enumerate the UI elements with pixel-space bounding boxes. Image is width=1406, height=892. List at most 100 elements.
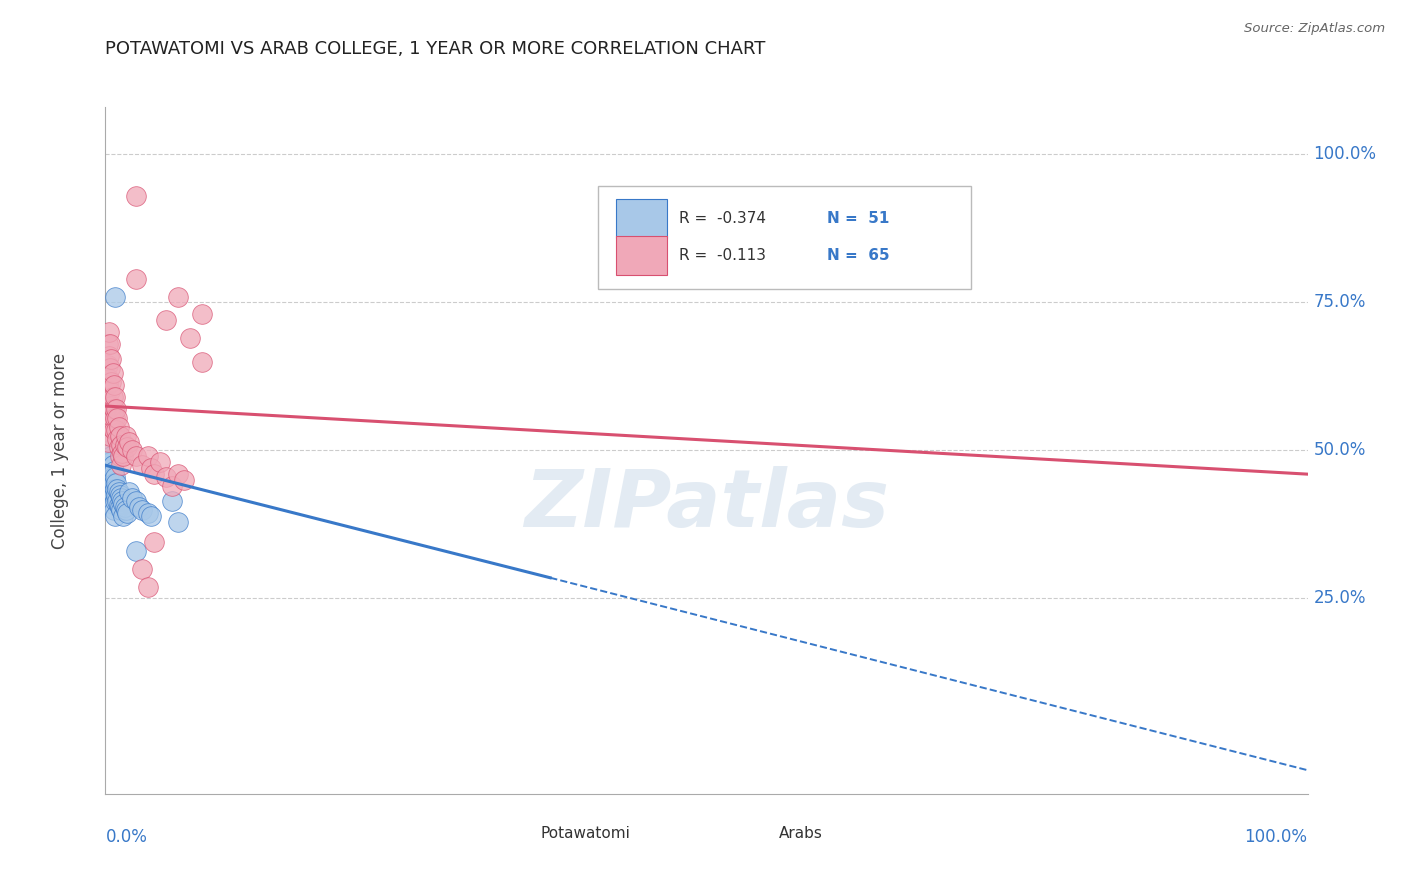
Point [97,358,120,372]
Point [100,351,122,366]
Point [101,497,124,511]
Point [131,458,153,473]
Point [110,502,132,516]
Point [98,337,121,351]
Point [115,502,138,516]
Text: 50.0%: 50.0% [1313,442,1367,459]
Point [98,482,121,496]
Point [97,461,120,475]
Point [173,473,195,487]
FancyBboxPatch shape [599,186,972,289]
Point [98,443,121,458]
Point [110,458,132,473]
Point [108,450,131,464]
Text: College, 1 year or more: College, 1 year or more [51,352,69,549]
Text: ZIPatlas: ZIPatlas [524,467,889,544]
Point [107,419,129,434]
FancyBboxPatch shape [616,199,666,237]
Text: 100.0%: 100.0% [1313,145,1376,163]
Point [104,470,127,484]
Point [101,410,124,425]
Point [112,497,135,511]
Point [179,331,201,345]
Point [107,482,129,496]
Point [160,493,183,508]
Point [112,508,135,523]
Point [139,508,162,523]
Text: R =  -0.374: R = -0.374 [679,211,766,226]
Point [97,399,120,413]
Point [103,464,125,478]
FancyBboxPatch shape [616,236,666,275]
Point [136,506,159,520]
Point [98,325,121,339]
Point [110,437,132,451]
Point [104,289,127,303]
Text: POTAWATOMI VS ARAB COLLEGE, 1 YEAR OR MORE CORRELATION CHART: POTAWATOMI VS ARAB COLLEGE, 1 YEAR OR MO… [105,40,766,58]
Point [103,402,125,417]
Point [107,493,129,508]
Point [107,498,129,512]
Point [118,484,141,499]
Point [98,467,121,482]
Point [124,450,146,464]
Point [115,441,138,455]
Point [121,491,143,505]
Point [98,396,121,410]
Point [103,502,125,516]
Point [107,432,129,446]
Point [105,476,128,491]
Point [110,491,132,505]
Point [100,479,122,493]
Point [101,458,124,473]
Point [100,467,122,482]
Point [103,488,125,502]
Point [155,313,177,327]
Point [107,484,129,499]
Text: 100.0%: 100.0% [1244,828,1308,847]
Text: 75.0%: 75.0% [1313,293,1367,311]
Point [166,467,188,482]
Point [98,372,121,386]
Point [108,428,131,442]
Point [105,423,128,437]
Point [124,189,146,203]
Point [190,307,212,321]
Text: N =  51: N = 51 [827,211,889,226]
Point [111,493,134,508]
Point [104,508,127,523]
Point [112,450,135,464]
Point [142,467,165,482]
Text: N =  65: N = 65 [827,248,890,263]
Point [142,535,165,549]
Point [128,500,150,514]
Text: 0.0%: 0.0% [105,828,148,847]
Point [131,502,153,516]
Point [124,271,146,285]
Point [118,434,141,449]
Point [97,337,120,351]
Point [114,437,136,451]
Point [100,399,122,413]
Point [97,417,120,431]
Point [98,470,121,484]
Point [101,470,124,484]
Point [100,450,122,464]
Point [101,390,124,404]
Point [121,443,143,458]
Point [148,455,170,469]
Text: R =  -0.113: R = -0.113 [679,248,766,263]
Point [124,493,146,508]
Point [101,367,124,381]
Point [104,410,127,425]
Point [98,360,121,375]
Point [103,378,125,392]
Point [98,417,121,431]
Point [103,476,125,491]
Point [107,441,129,455]
Text: Source: ZipAtlas.com: Source: ZipAtlas.com [1244,22,1385,36]
Point [100,376,122,390]
Point [104,493,127,508]
Point [131,562,153,576]
Point [105,402,128,417]
